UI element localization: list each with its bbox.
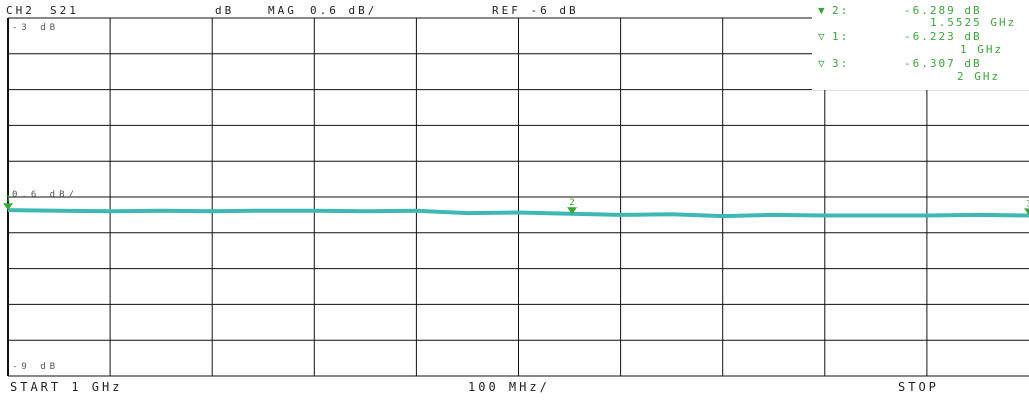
- marker-2-triangle: [567, 207, 578, 215]
- y-tick-ref: 0.6 dB/: [12, 190, 78, 200]
- marker-1-symbol: ▽: [818, 30, 827, 43]
- marker-1-label: 1: [5, 194, 10, 204]
- marker-1-id: 1:: [832, 30, 850, 43]
- start-frequency: START 1 GHz: [10, 380, 123, 394]
- marker-2-label: 2: [569, 198, 574, 208]
- marker-2-symbol: ▼: [818, 4, 827, 17]
- span-per-division: 100 MHz/: [468, 380, 550, 394]
- marker-2-freq: 1.5525 GHz: [930, 16, 1017, 29]
- marker-1-value: -6.223 dB: [904, 30, 982, 43]
- marker-1-freq: 1 GHz: [960, 43, 1004, 56]
- trace-line: [7, 208, 1029, 219]
- marker-readout-panel: ▼ 2: -6.289 dB 1.5525 GHz ▽ 1: -6.223 dB…: [812, 0, 1029, 90]
- marker-3-value: -6.307 dB: [904, 57, 982, 70]
- unit-label: dB: [215, 4, 235, 17]
- chart-markers: 1 2 3: [3, 194, 1029, 216]
- marker-3-id: 3:: [832, 57, 850, 70]
- marker-1-triangle: [3, 203, 13, 211]
- marker-3-triangle: [1024, 208, 1029, 216]
- reference-label: REF -6 dB: [492, 4, 579, 17]
- marker-3-symbol: ▽: [818, 57, 827, 70]
- y-tick-top: -3 dB: [12, 23, 60, 33]
- marker-3-label: 3: [1026, 199, 1029, 209]
- stop-frequency: STOP: [898, 380, 939, 394]
- marker-3-freq: 2 GHz: [957, 70, 1001, 83]
- y-tick-bottom: -9 dB: [12, 362, 60, 372]
- parameter-label: S21: [50, 4, 79, 17]
- marker-2-value: -6.289 dB: [904, 4, 982, 17]
- marker-2-id: 2:: [832, 4, 850, 17]
- channel-label: CH2: [6, 4, 35, 17]
- chart-grid: [7, 17, 1029, 377]
- scale-label: 0.6 dB/: [310, 4, 378, 17]
- format-label: MAG: [268, 4, 297, 17]
